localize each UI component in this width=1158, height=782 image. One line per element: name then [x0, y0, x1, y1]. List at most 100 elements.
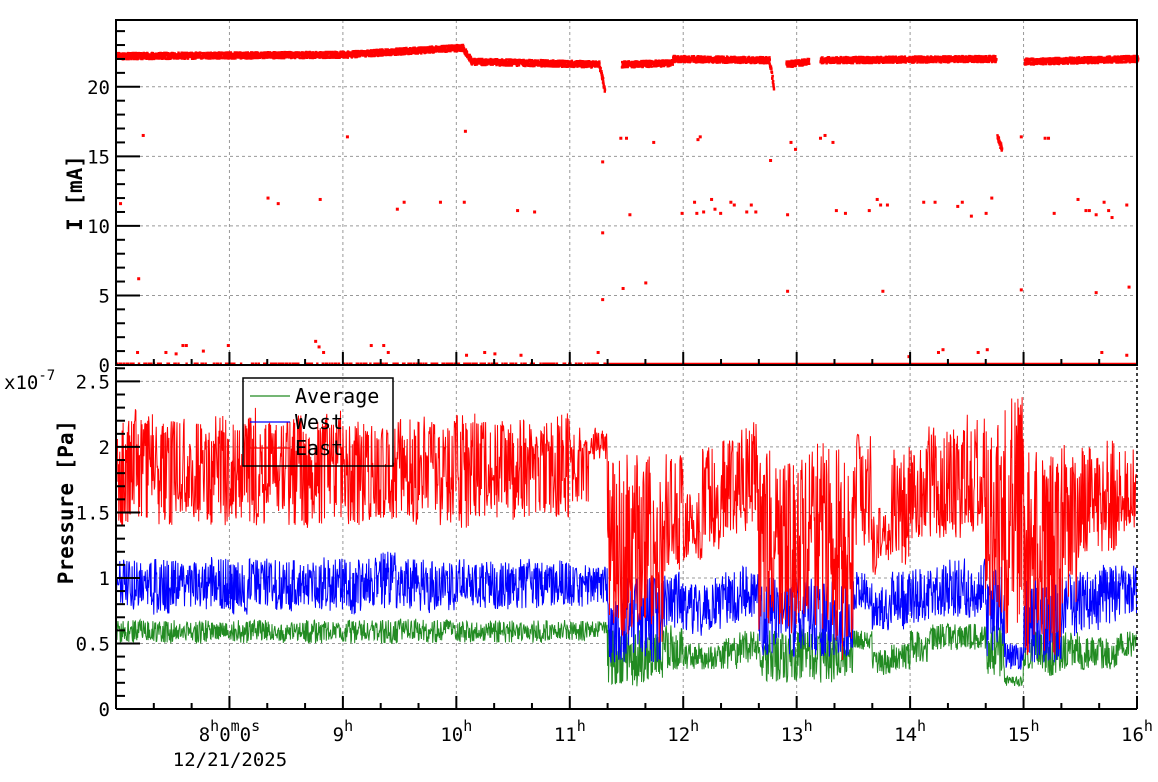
- current-plot-area: [116, 43, 1140, 366]
- current-panel-frame: [115, 19, 1138, 366]
- current-point: [596, 350, 600, 354]
- current-point: [933, 200, 937, 204]
- x-tick-label: 15h: [1008, 717, 1040, 746]
- current-point: [1052, 211, 1056, 215]
- current-main-points: [785, 57, 811, 68]
- current-main-points: [768, 56, 776, 91]
- current-point: [314, 339, 318, 343]
- legend-box: [242, 377, 394, 467]
- x-tick-unit: h: [1030, 717, 1039, 735]
- current-point: [465, 353, 469, 357]
- x-tick-unit: h: [1144, 717, 1153, 735]
- current-point: [696, 138, 700, 142]
- current-point: [960, 200, 964, 204]
- current-point: [382, 344, 386, 348]
- current-point: [181, 344, 185, 348]
- current-point: [818, 136, 822, 140]
- current-point: [1094, 291, 1098, 295]
- y-tick-label-pressure: 1.5: [76, 502, 110, 524]
- x-tick-label: 8h0m0s: [199, 717, 260, 746]
- y-tick-label-current: 10: [87, 216, 110, 238]
- x-tick-number: 11: [554, 724, 577, 746]
- y-tick-label-pressure: 0.5: [76, 633, 110, 655]
- current-point: [922, 200, 926, 204]
- current-point: [141, 133, 145, 137]
- current-main-points: [1023, 54, 1140, 66]
- x-tick-label: 9h: [333, 717, 353, 746]
- current-point: [317, 345, 321, 349]
- current-point: [941, 348, 945, 352]
- current-point: [601, 231, 605, 235]
- multiplier-base: x10: [4, 372, 38, 394]
- current-point: [1127, 285, 1131, 289]
- current-point: [875, 197, 879, 201]
- current-point: [184, 344, 188, 348]
- current-point: [1043, 136, 1047, 140]
- current-point: [318, 197, 322, 201]
- x-tick-label: 14h: [894, 717, 926, 746]
- current-point: [693, 200, 697, 204]
- current-point: [533, 210, 537, 214]
- current-point: [226, 344, 230, 348]
- current-point: [843, 211, 847, 215]
- current-point: [1084, 209, 1088, 213]
- current-point: [493, 352, 497, 356]
- current-point: [823, 133, 827, 137]
- current-point: [936, 350, 940, 354]
- current-main-points: [620, 59, 675, 69]
- current-point: [519, 353, 523, 357]
- current-point: [985, 348, 989, 352]
- x-tick-number: 16: [1121, 724, 1144, 746]
- current-point: [754, 210, 758, 214]
- current-main-points: [819, 54, 998, 65]
- current-point: [769, 159, 773, 163]
- current-point: [1094, 213, 1098, 217]
- y-tick-label-current: 0: [99, 355, 110, 377]
- current-point: [831, 140, 835, 144]
- current-point: [386, 350, 390, 354]
- x-tick-unit: m: [231, 717, 240, 735]
- current-point: [136, 350, 140, 354]
- current-point: [984, 211, 988, 215]
- current-point: [732, 203, 736, 207]
- axes: [115, 19, 1138, 710]
- current-point: [1102, 200, 1106, 204]
- y-tick-label-pressure: 1: [99, 568, 110, 590]
- x-tick-unit: h: [690, 717, 699, 735]
- current-point: [885, 203, 889, 207]
- current-point: [201, 349, 205, 353]
- current-point: [619, 136, 623, 140]
- current-point: [786, 213, 790, 217]
- current-point: [879, 203, 883, 207]
- current-main-points: [469, 57, 601, 69]
- current-point: [1047, 136, 1051, 140]
- current-point: [644, 281, 648, 285]
- current-main-points: [462, 45, 473, 63]
- current-point: [702, 210, 706, 214]
- current-main-points: [598, 62, 607, 93]
- x-tick-unit: h: [344, 717, 353, 735]
- current-point: [137, 277, 141, 281]
- current-point: [462, 200, 466, 204]
- pressure-plot-area: [115, 397, 1137, 687]
- current-point: [625, 136, 628, 140]
- legend-label-east: East: [295, 436, 343, 460]
- y-tick-label-pressure: 2: [99, 437, 110, 459]
- multiplier-exponent: -7: [38, 368, 55, 384]
- current-point: [516, 209, 520, 213]
- current-point: [119, 202, 123, 206]
- x-tick-label: 16h: [1121, 717, 1153, 746]
- legend-label-average: Average: [295, 384, 379, 408]
- current-point: [1019, 288, 1023, 292]
- current-point: [786, 289, 790, 293]
- current-main-points: [116, 50, 346, 61]
- current-point: [695, 211, 699, 215]
- current-point: [369, 344, 373, 348]
- current-point: [1125, 353, 1129, 357]
- legend-label-west: West: [295, 410, 343, 434]
- x-tick-label: 11h: [554, 717, 586, 746]
- current-point: [969, 214, 973, 218]
- x-tick-number: 0: [219, 724, 230, 746]
